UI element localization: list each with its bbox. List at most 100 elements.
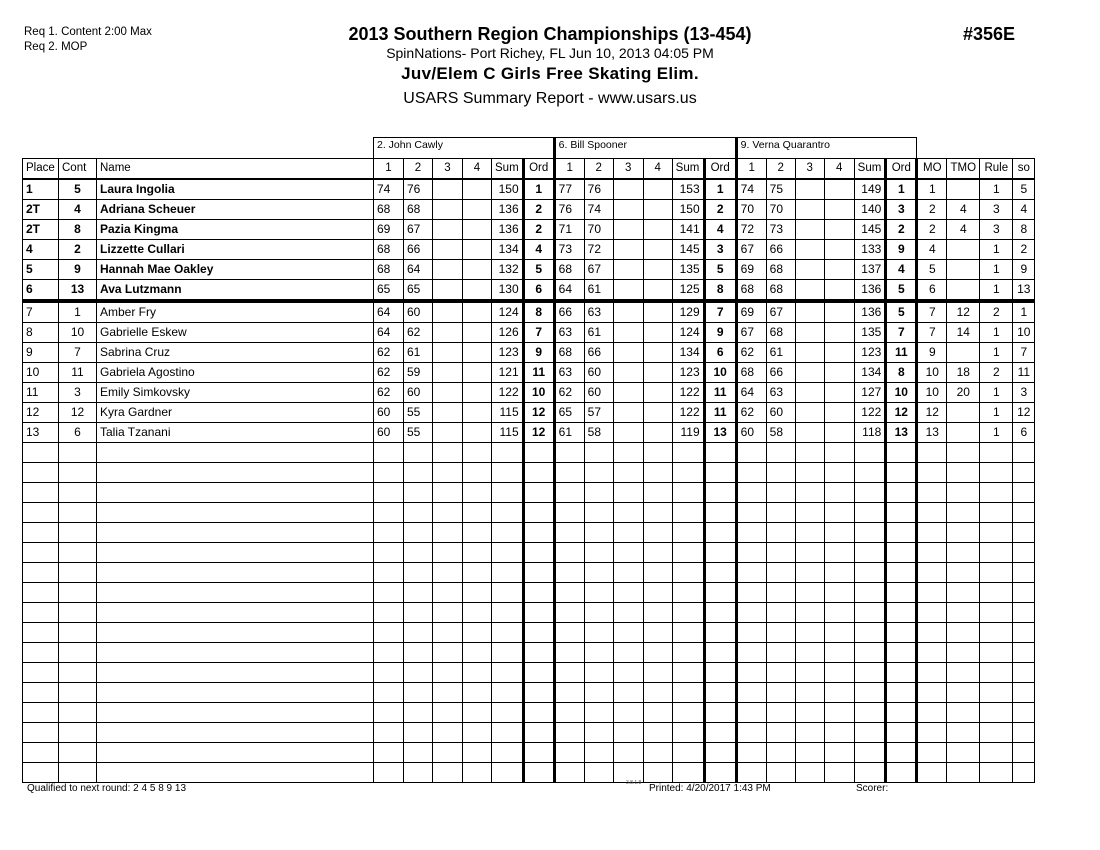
mark-3 (612, 382, 644, 403)
empty-cell (823, 742, 855, 763)
mo: 7 (916, 322, 948, 343)
empty-cell (765, 642, 796, 663)
sum: 150 (491, 178, 524, 200)
mark-3 (794, 199, 825, 220)
empty-cell (552, 542, 585, 563)
empty-cell (946, 482, 981, 503)
empty-cell (884, 722, 919, 743)
empty-cell (823, 542, 855, 563)
empty-cell (96, 742, 374, 763)
empty-cell (373, 502, 404, 523)
empty-cell (853, 482, 887, 503)
empty-cell (373, 562, 404, 583)
empty-cell (642, 462, 673, 483)
empty-cell (734, 722, 767, 743)
empty-cell (373, 602, 404, 623)
empty-cell (491, 642, 524, 663)
mark-4 (462, 402, 492, 423)
empty-cell (946, 602, 981, 623)
empty-cell (612, 602, 644, 623)
empty-cell (823, 462, 855, 483)
empty-cell (58, 762, 97, 783)
empty-cell (491, 562, 524, 583)
mark-3 (432, 199, 463, 220)
empty-cell (916, 522, 948, 543)
table-row: 5 9 Hannah Mae Oakley 68 64 132 5 68 67 135 5 69 68 1… (22, 259, 1036, 280)
col-name: Name (96, 158, 374, 180)
sum: 134 (671, 342, 705, 363)
mark-4 (823, 382, 855, 403)
empty-cell (979, 762, 1014, 783)
mark-2: 64 (403, 259, 433, 280)
empty-cell (853, 702, 887, 723)
empty-cell (521, 542, 556, 563)
tmo: 14 (946, 322, 981, 343)
empty-cell (642, 502, 673, 523)
empty-cell (96, 662, 374, 683)
empty-row (22, 442, 1036, 463)
empty-cell (1012, 462, 1036, 483)
empty-cell (491, 502, 524, 523)
empty-cell (946, 562, 981, 583)
mark-2: 59 (403, 362, 433, 383)
mark-2: 63 (583, 300, 614, 323)
empty-cell (853, 622, 887, 643)
empty-cell (373, 642, 404, 663)
mark-2: 67 (765, 300, 796, 323)
empty-cell (583, 742, 614, 763)
mark-1: 67 (734, 239, 767, 260)
ordinal: 10 (521, 382, 556, 403)
empty-cell (702, 742, 738, 763)
empty-cell (462, 662, 492, 683)
empty-cell (432, 462, 463, 483)
empty-cell (765, 462, 796, 483)
empty-cell (373, 622, 404, 643)
empty-cell (884, 702, 919, 723)
empty-cell (702, 582, 738, 603)
sum: 123 (671, 362, 705, 383)
place: 6 (22, 279, 59, 303)
empty-cell (734, 462, 767, 483)
empty-cell (462, 722, 492, 743)
empty-cell (403, 722, 433, 743)
table-row: 11 3 Emily Simkovsky 62 60 122 10 62 60 122 11 64 63… (22, 382, 1036, 403)
ordinal: 3 (702, 239, 738, 260)
empty-cell (432, 482, 463, 503)
sum: 149 (853, 178, 887, 200)
mark-4 (823, 178, 855, 200)
empty-cell (702, 442, 738, 463)
empty-cell (884, 622, 919, 643)
empty-cell (521, 702, 556, 723)
empty-cell (979, 442, 1014, 463)
mark-3 (432, 322, 463, 343)
mark-3 (612, 342, 644, 363)
rule: 2 (979, 362, 1014, 383)
ordinal: 6 (702, 342, 738, 363)
mark-3 (612, 199, 644, 220)
empty-cell (96, 602, 374, 623)
version: 3.8.1.8 (626, 780, 642, 786)
empty-cell (462, 702, 492, 723)
empty-cell (1012, 702, 1036, 723)
sum: 133 (853, 239, 887, 260)
mark-1: 71 (552, 219, 585, 240)
empty-cell (373, 662, 404, 683)
mark-2: 68 (765, 322, 796, 343)
empty-cell (521, 582, 556, 603)
mark-2: 65 (403, 279, 433, 303)
skater-name: Pazia Kingma (96, 219, 374, 240)
qualified-list: Qualified to next round: 2 4 5 8 9 13 (27, 783, 186, 794)
empty-cell (491, 762, 524, 783)
empty-cell (403, 482, 433, 503)
empty-cell (702, 562, 738, 583)
mark-4 (823, 199, 855, 220)
empty-cell (765, 562, 796, 583)
empty-cell (612, 662, 644, 683)
empty-cell (612, 722, 644, 743)
mark-2: 66 (765, 239, 796, 260)
table-row: 13 6 Talia Tzanani 60 55 115 12 61 58 119 13 60 58 11… (22, 422, 1036, 443)
mark-1: 73 (552, 239, 585, 260)
mark-3 (794, 239, 825, 260)
empty-cell (22, 762, 59, 783)
empty-cell (552, 642, 585, 663)
